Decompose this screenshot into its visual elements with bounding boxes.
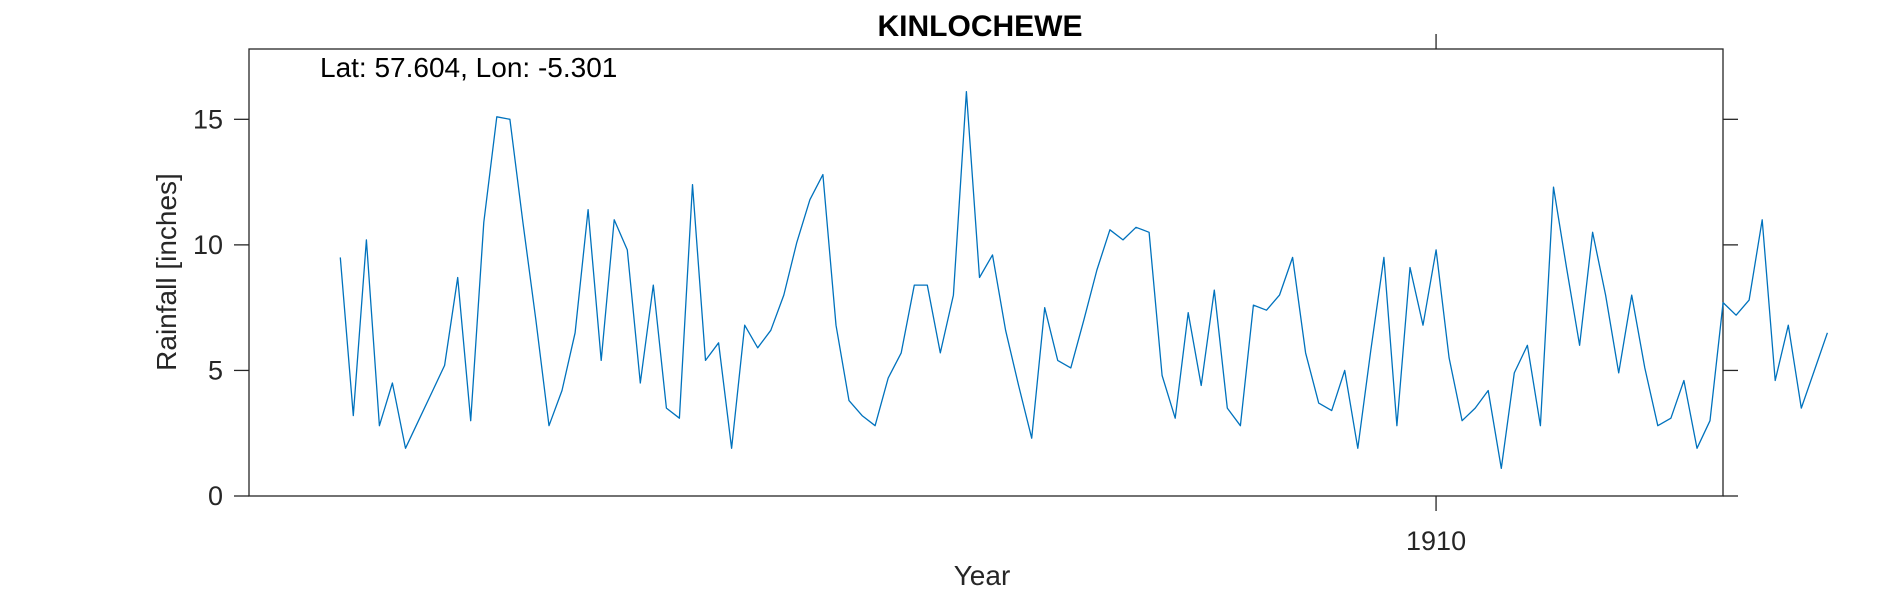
x-axis: 1910	[1406, 34, 1466, 556]
series-layer	[339, 91, 1829, 470]
plot-area-frame	[248, 48, 1724, 497]
x-axis-label: Year	[954, 560, 1011, 591]
location-annotation: Lat: 57.604, Lon: -5.301	[320, 52, 617, 83]
y-tick-label: 5	[208, 355, 223, 385]
rainfall-series-line	[339, 91, 1829, 470]
x-tick-label: 1910	[1406, 526, 1466, 556]
y-axis: 0 5 10 15	[193, 104, 1738, 511]
chart-title: KINLOCHEWE	[878, 10, 1083, 43]
y-tick-label: 15	[193, 104, 223, 134]
y-tick-label: 0	[208, 481, 223, 511]
y-axis-label: Rainfall [inches]	[151, 173, 182, 371]
y-tick-label: 10	[193, 230, 223, 260]
